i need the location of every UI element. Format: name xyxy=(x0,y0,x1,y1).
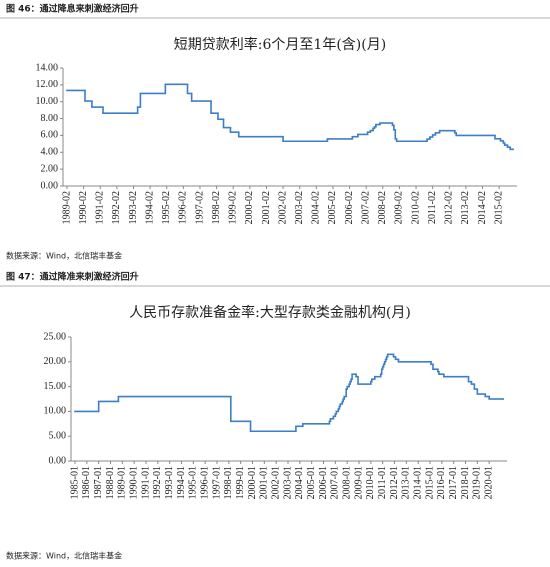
x-tick-label: 1992-01 xyxy=(152,466,163,499)
x-tick-label: 1995-01 xyxy=(188,466,199,499)
x-tick-label: 1992-02 xyxy=(111,191,122,224)
y-tick-label: 14.00 xyxy=(36,62,59,73)
x-tick-label: 2009-01 xyxy=(353,466,364,499)
x-tick-label: 2010-01 xyxy=(365,466,376,499)
x-tick-label: 1991-02 xyxy=(95,191,106,224)
x-tick-label: 2006-02 xyxy=(344,191,355,224)
x-tick-label: 2005-02 xyxy=(327,191,338,224)
x-tick-label: 2015-02 xyxy=(493,191,504,224)
source-note: 数据来源：Wind，北信瑞丰基金 xyxy=(6,551,122,561)
x-tick-label: 1994-01 xyxy=(176,466,187,499)
x-tick-label: 2002-01 xyxy=(270,466,281,499)
x-tick-label: 2008-01 xyxy=(341,466,352,499)
x-tick-label: 2003-01 xyxy=(282,466,293,499)
x-tick-label: 2012-02 xyxy=(444,191,455,224)
y-tick-label: 12.00 xyxy=(36,79,59,90)
x-tick-label: 2016-01 xyxy=(436,466,447,499)
x-tick-label: 2006-01 xyxy=(318,466,329,499)
y-tick-label: 8.00 xyxy=(41,113,59,124)
x-tick-label: 2010-02 xyxy=(410,191,421,224)
y-tick-label: 0.00 xyxy=(41,180,59,191)
x-tick-label: 1993-01 xyxy=(164,466,175,499)
x-tick-label: 2001-01 xyxy=(259,466,270,499)
x-tick-label: 2009-02 xyxy=(394,191,405,224)
y-tick-label: 20.00 xyxy=(44,356,67,367)
y-tick-label: 5.00 xyxy=(49,430,67,441)
x-tick-label: 1985-01 xyxy=(69,466,80,499)
x-tick-label: 2002-02 xyxy=(277,191,288,224)
y-tick-label: 2.00 xyxy=(41,163,59,174)
y-tick-label: 0.00 xyxy=(49,455,67,466)
y-tick-label: 6.00 xyxy=(41,130,59,141)
x-tick-label: 2014-02 xyxy=(477,191,488,224)
y-tick-label: 25.00 xyxy=(44,331,67,342)
x-tick-label: 1987-01 xyxy=(93,466,104,499)
chart-title: 人民币存款准备金率:大型存款类金融机构(月) xyxy=(129,304,411,321)
x-tick-label: 1986-01 xyxy=(81,466,92,499)
x-tick-label: 1994-02 xyxy=(144,191,155,224)
x-tick-label: 1991-01 xyxy=(140,466,151,499)
x-tick-label: 2003-02 xyxy=(294,191,305,224)
x-tick-label: 2017-01 xyxy=(448,466,459,499)
x-tick-label: 2008-02 xyxy=(377,191,388,224)
x-tick-label: 2001-02 xyxy=(261,191,272,224)
x-tick-label: 2012-01 xyxy=(389,466,400,499)
x-tick-label: 2013-02 xyxy=(460,191,471,224)
y-tick-label: 10.00 xyxy=(44,406,67,417)
x-tick-label: 2004-01 xyxy=(294,466,305,499)
x-tick-label: 2013-01 xyxy=(401,466,412,499)
y-tick-label: 4.00 xyxy=(41,147,59,158)
x-tick-label: 2020-01 xyxy=(483,466,494,499)
x-tick-label: 1996-01 xyxy=(199,466,210,499)
x-tick-label: 1999-02 xyxy=(228,191,239,224)
x-tick-label: 1998-02 xyxy=(211,191,222,224)
x-tick-label: 1995-02 xyxy=(161,191,172,224)
x-tick-label: 1990-01 xyxy=(128,466,139,499)
x-tick-label: 2007-01 xyxy=(330,466,341,499)
x-tick-label: 1999-01 xyxy=(235,466,246,499)
x-tick-label: 2000-02 xyxy=(244,191,255,224)
x-tick-label: 2005-01 xyxy=(306,466,317,499)
x-tick-label: 2011-02 xyxy=(427,191,438,224)
y-tick-label: 10.00 xyxy=(36,96,59,107)
x-tick-label: 1997-02 xyxy=(194,191,205,224)
figure-caption: 图 46：通过降息来刺激经济回升 xyxy=(6,3,139,15)
x-tick-label: 2015-01 xyxy=(424,466,435,499)
x-tick-label: 1993-02 xyxy=(128,191,139,224)
x-tick-label: 2007-02 xyxy=(360,191,371,224)
x-tick-label: 2011-01 xyxy=(377,466,388,499)
chart-title: 短期贷款利率:6个月至1年(含)(月) xyxy=(174,36,386,53)
figure-caption: 图 47：通过降准来刺激经济回升 xyxy=(6,271,139,283)
x-tick-label: 1989-01 xyxy=(117,466,128,499)
x-tick-label: 1996-02 xyxy=(178,191,189,224)
x-tick-label: 1998-01 xyxy=(223,466,234,499)
x-tick-label: 1990-02 xyxy=(78,191,89,224)
x-tick-label: 2000-01 xyxy=(247,466,258,499)
x-tick-label: 2018-01 xyxy=(460,466,471,499)
x-tick-label: 2014-01 xyxy=(412,466,423,499)
x-tick-label: 1989-02 xyxy=(61,191,72,224)
x-tick-label: 1997-01 xyxy=(211,466,222,499)
x-tick-label: 2019-01 xyxy=(472,466,483,499)
x-tick-label: 2004-02 xyxy=(311,191,322,224)
source-note: 数据来源：Wind，北信瑞丰基金 xyxy=(6,251,122,261)
y-tick-label: 15.00 xyxy=(44,381,67,392)
x-tick-label: 1988-01 xyxy=(105,466,116,499)
